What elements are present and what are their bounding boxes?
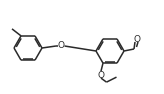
Text: O: O xyxy=(98,71,104,80)
Text: O: O xyxy=(133,34,140,44)
Text: O: O xyxy=(58,41,64,50)
